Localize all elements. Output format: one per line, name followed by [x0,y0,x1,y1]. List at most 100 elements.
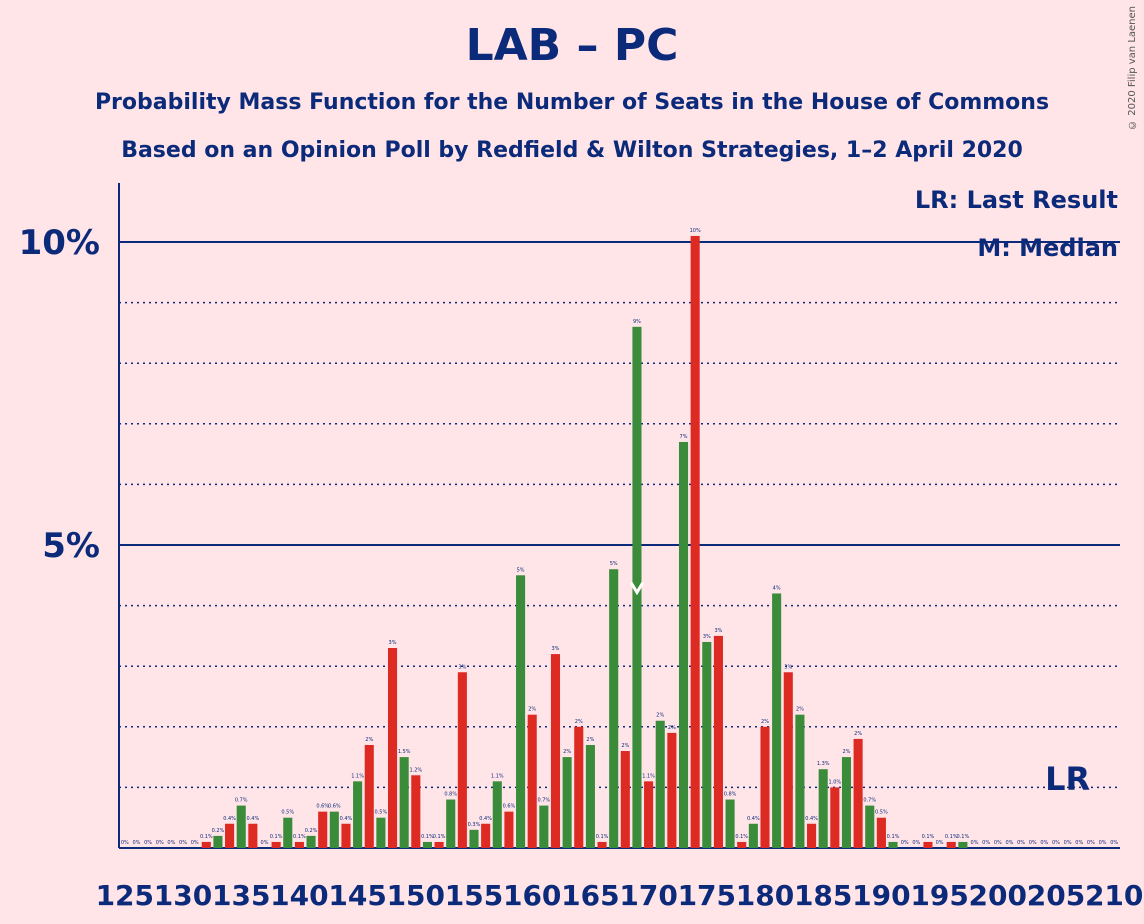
bar-144 [341,823,351,848]
data-label: 0.5% [375,810,388,816]
data-label: 0% [936,840,944,846]
bar-156 [481,823,491,848]
data-label: 0.6% [503,804,516,810]
x-tick-label: 210 [1085,879,1143,912]
data-label: 7% [680,434,688,440]
data-label: 0% [1075,840,1083,846]
bar-141 [306,835,316,848]
chart-source: Based on an Opinion Poll by Redfield & W… [121,138,1023,163]
data-label: 1.3% [817,761,830,767]
bar-168 [620,751,630,848]
data-label: 3% [703,634,711,640]
data-label: 0.4% [340,816,353,822]
data-label: 0% [1099,840,1107,846]
bar-185 [818,769,828,848]
x-tick-label: 150 [387,879,445,912]
data-label: 2% [843,749,851,755]
bar-161 [539,805,549,848]
data-label: 2% [528,707,536,713]
bar-133 [213,835,223,848]
data-label: 0.8% [444,792,457,798]
data-label: 0.7% [235,798,248,804]
bar-158 [504,811,514,848]
data-label: 0.1% [270,834,283,840]
bar-186 [830,787,840,848]
bar-142 [318,811,328,848]
data-label: 0.5% [281,810,294,816]
data-label: 0% [1052,840,1060,846]
bar-149 [399,757,409,848]
data-label: 2% [586,737,594,743]
data-label: 0.1% [596,834,609,840]
bar-163 [562,757,572,848]
bar-183 [795,714,805,848]
bar-166 [597,841,607,848]
x-tick-label: 170 [619,879,677,912]
bar-160 [527,714,537,848]
bar-146 [364,744,374,848]
data-label: 0.4% [479,816,492,822]
bar-167 [609,569,619,848]
data-label: 5% [517,567,525,573]
bar-139 [283,817,293,848]
median-marker [629,581,645,596]
bar-196 [946,841,956,848]
legend-last-result: LR: Last Result [914,186,1118,214]
data-label: 0% [1087,840,1095,846]
data-label: 0% [1110,840,1118,846]
bar-177 [725,799,735,848]
bar-191 [888,841,898,848]
data-label: 0.2% [212,828,225,834]
y-tick-label: 5% [42,526,100,566]
bar-136 [248,823,258,848]
data-label: 5% [610,561,618,567]
data-label: 0% [121,840,129,846]
bar-153 [446,799,456,848]
data-label: 0.1% [200,834,213,840]
bar-147 [376,817,386,848]
data-label: 2% [761,719,769,725]
data-label: 9% [633,319,641,325]
bar-171 [655,720,665,848]
y-tick-label: 10% [19,223,100,263]
data-label: 0.4% [747,816,760,822]
bar-182 [783,672,793,848]
x-tick-label: 205 [1027,879,1085,912]
chart-subtitle: Probability Mass Function for the Number… [94,90,1050,115]
data-label: 0% [1029,840,1037,846]
data-label: 0.6% [316,804,329,810]
data-label: 0.7% [863,798,876,804]
bar-162 [550,654,561,848]
data-label: 0% [1040,840,1048,846]
data-label: 0% [912,840,920,846]
data-label: 1.0% [828,779,841,785]
data-label: 0% [191,840,199,846]
data-label: 0.1% [735,834,748,840]
bar-172 [667,732,677,848]
data-label: 1.1% [351,773,364,779]
data-label: 0.8% [724,792,737,798]
legend-median: M: Median [977,234,1118,262]
data-label: 3% [552,646,560,652]
x-tick-label: 130 [154,879,212,912]
bar-135 [236,805,246,848]
data-label: 0.1% [945,834,958,840]
data-label: 2% [668,725,676,731]
data-label: 10% [690,228,701,234]
bar-190 [876,817,886,848]
bar-150 [411,775,421,848]
bar-154 [457,672,467,848]
data-label: 0.1% [433,834,446,840]
data-label: 0% [1005,840,1013,846]
bar-132 [201,841,211,848]
bar-159 [516,575,526,848]
bar-143 [329,811,339,848]
data-label: 3% [784,664,792,670]
bar-145 [353,781,363,848]
last-result-marker: LR [1045,760,1090,798]
bar-165 [585,744,595,848]
bar-164 [574,726,584,848]
bar-175 [702,641,712,848]
x-tick-label: 175 [678,879,736,912]
